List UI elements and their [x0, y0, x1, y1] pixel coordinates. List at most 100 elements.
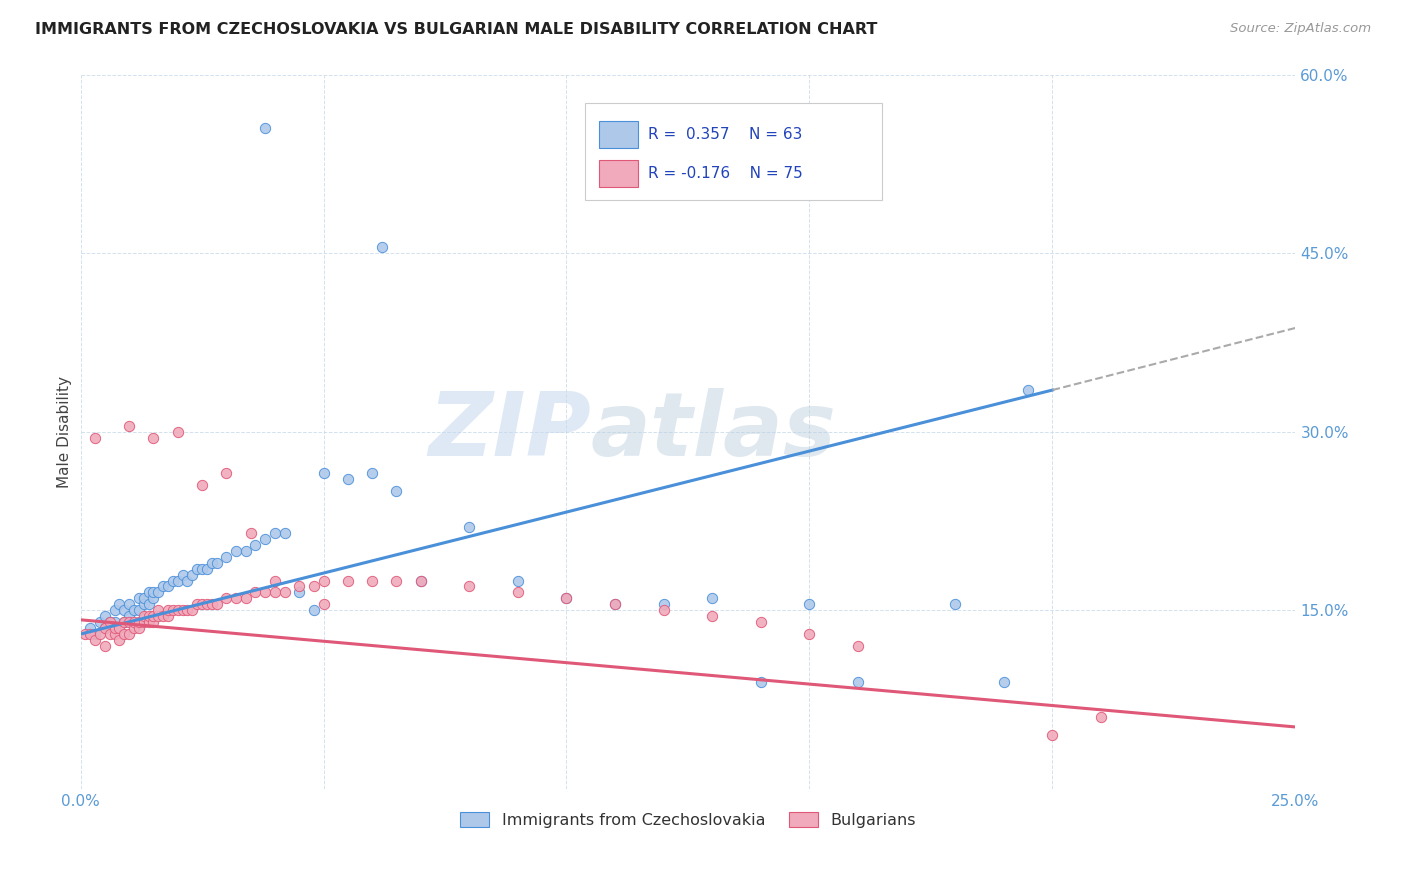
Point	[312, 598, 335, 612]
Point	[84, 633, 107, 648]
Point	[336, 574, 359, 588]
Point	[132, 615, 155, 630]
Point	[166, 603, 188, 617]
Text: ZIP: ZIP	[427, 388, 591, 475]
Point	[162, 574, 184, 588]
Point	[138, 598, 160, 612]
Point	[254, 585, 277, 599]
Point	[702, 609, 724, 624]
Point	[195, 598, 218, 612]
Point	[205, 598, 228, 612]
Point	[506, 585, 529, 599]
Point	[239, 525, 262, 540]
Point	[118, 615, 141, 630]
Point	[132, 598, 155, 612]
Point	[245, 538, 267, 552]
Text: Source: ZipAtlas.com: Source: ZipAtlas.com	[1230, 22, 1371, 36]
Point	[215, 549, 238, 564]
Point	[128, 615, 150, 630]
Legend: Immigrants from Czechoslovakia, Bulgarians: Immigrants from Czechoslovakia, Bulgaria…	[454, 805, 922, 834]
Point	[195, 561, 218, 575]
Point	[652, 603, 675, 617]
Point	[103, 615, 125, 630]
Point	[122, 621, 145, 635]
Point	[264, 585, 287, 599]
Point	[302, 603, 325, 617]
Point	[506, 574, 529, 588]
Point	[1090, 710, 1112, 724]
Bar	[599, 121, 638, 148]
Point	[142, 615, 165, 630]
Point	[89, 627, 111, 641]
Point	[458, 520, 481, 534]
FancyBboxPatch shape	[585, 103, 883, 200]
Point	[142, 585, 165, 599]
Point	[254, 532, 277, 546]
Point	[702, 591, 724, 606]
Point	[245, 585, 267, 599]
Point	[152, 609, 174, 624]
Point	[142, 609, 165, 624]
Point	[361, 467, 384, 481]
Point	[98, 615, 121, 630]
Point	[84, 627, 107, 641]
Point	[79, 627, 101, 641]
Point	[1017, 383, 1039, 397]
Text: R =  0.357    N = 63: R = 0.357 N = 63	[648, 127, 803, 142]
Point	[215, 467, 238, 481]
Point	[749, 674, 772, 689]
Text: atlas: atlas	[591, 388, 837, 475]
Point	[1042, 728, 1064, 742]
Point	[112, 603, 135, 617]
Point	[148, 603, 170, 617]
Point	[138, 615, 160, 630]
Point	[98, 627, 121, 641]
Point	[112, 627, 135, 641]
Y-axis label: Male Disability: Male Disability	[58, 376, 72, 488]
Point	[172, 567, 194, 582]
Point	[943, 598, 966, 612]
Point	[103, 627, 125, 641]
Point	[118, 627, 141, 641]
Point	[555, 591, 578, 606]
Point	[409, 574, 432, 588]
Point	[288, 579, 311, 593]
Point	[176, 574, 198, 588]
Point	[385, 484, 408, 499]
Point	[181, 567, 204, 582]
Point	[201, 598, 224, 612]
Point	[156, 609, 179, 624]
Point	[215, 591, 238, 606]
Point	[156, 579, 179, 593]
Point	[186, 598, 208, 612]
Point	[128, 603, 150, 617]
Point	[176, 603, 198, 617]
Point	[371, 240, 394, 254]
Point	[264, 574, 287, 588]
Point	[254, 121, 277, 136]
Point	[235, 591, 257, 606]
Point	[75, 627, 97, 641]
Point	[312, 574, 335, 588]
Point	[191, 598, 214, 612]
Point	[122, 603, 145, 617]
Point	[94, 621, 117, 635]
Point	[555, 591, 578, 606]
Point	[336, 472, 359, 486]
Point	[264, 525, 287, 540]
Point	[273, 585, 295, 599]
Point	[118, 418, 141, 433]
Point	[108, 633, 131, 648]
Point	[846, 639, 869, 653]
Point	[79, 621, 101, 635]
Point	[172, 603, 194, 617]
Point	[103, 621, 125, 635]
Point	[128, 591, 150, 606]
Point	[361, 574, 384, 588]
Point	[603, 598, 626, 612]
Point	[108, 621, 131, 635]
Point	[98, 615, 121, 630]
Bar	[599, 160, 638, 186]
Point	[225, 543, 247, 558]
Point	[89, 615, 111, 630]
